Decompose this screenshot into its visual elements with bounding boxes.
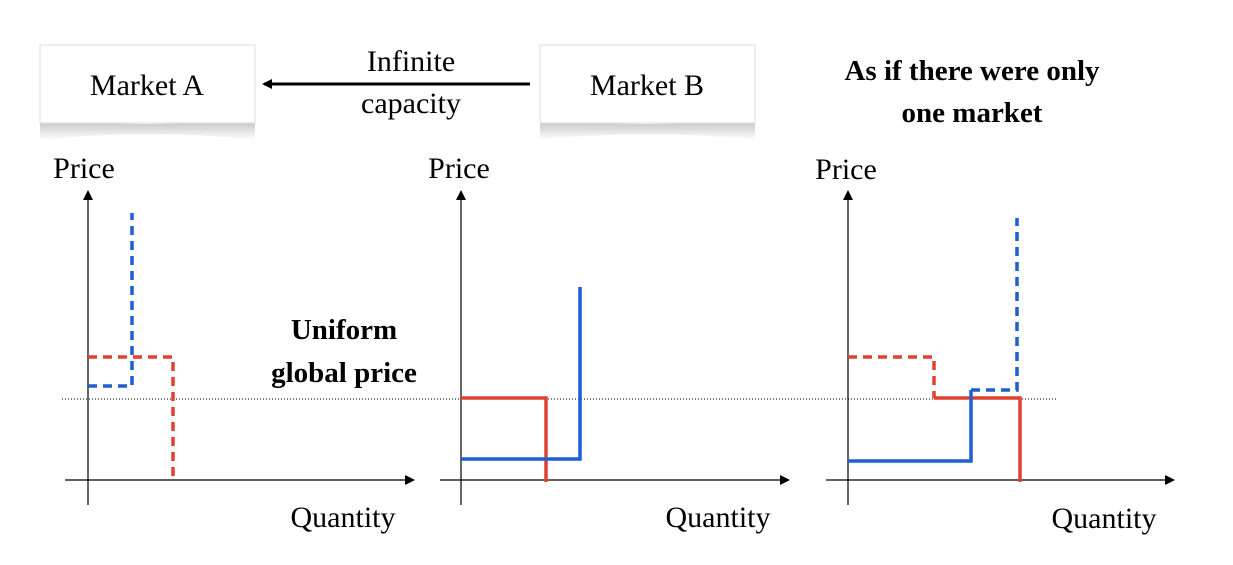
supply-curve-b: [848, 390, 973, 463]
supply-curve-a: [971, 218, 1019, 392]
demand-curve: [461, 396, 548, 482]
demand-curve-b: [934, 396, 1022, 482]
market-b-box: Market B: [539, 44, 756, 140]
price-label: Uniform: [291, 314, 397, 346]
supply-curve: [88, 213, 134, 388]
note: As if there were only: [844, 55, 1100, 87]
note: one market: [902, 97, 1043, 129]
y-axis-label: Price: [815, 153, 877, 186]
x-axis-label: Quantity: [666, 501, 771, 534]
box: [539, 44, 756, 124]
demand-curve-a: [848, 355, 936, 398]
arrow-label: capacity: [361, 87, 461, 120]
market-a-box: Market A: [39, 44, 256, 140]
price-label: global price: [271, 357, 417, 389]
arrow-label: Infinite: [367, 45, 455, 78]
box: [39, 44, 256, 124]
y-axis-label: Price: [53, 152, 115, 185]
x-axis-label: Quantity: [291, 501, 396, 534]
box-label: Market B: [590, 69, 704, 102]
demand-curve: [88, 355, 175, 480]
panel: Price Quantity: [53, 152, 415, 534]
supply-curve: [461, 287, 582, 461]
panel: Price Quantity: [428, 152, 790, 534]
panel: Price Quantity: [815, 153, 1175, 535]
box-label: Market A: [90, 69, 204, 102]
x-axis-label: Quantity: [1052, 502, 1157, 535]
y-axis-label: Price: [428, 152, 490, 185]
